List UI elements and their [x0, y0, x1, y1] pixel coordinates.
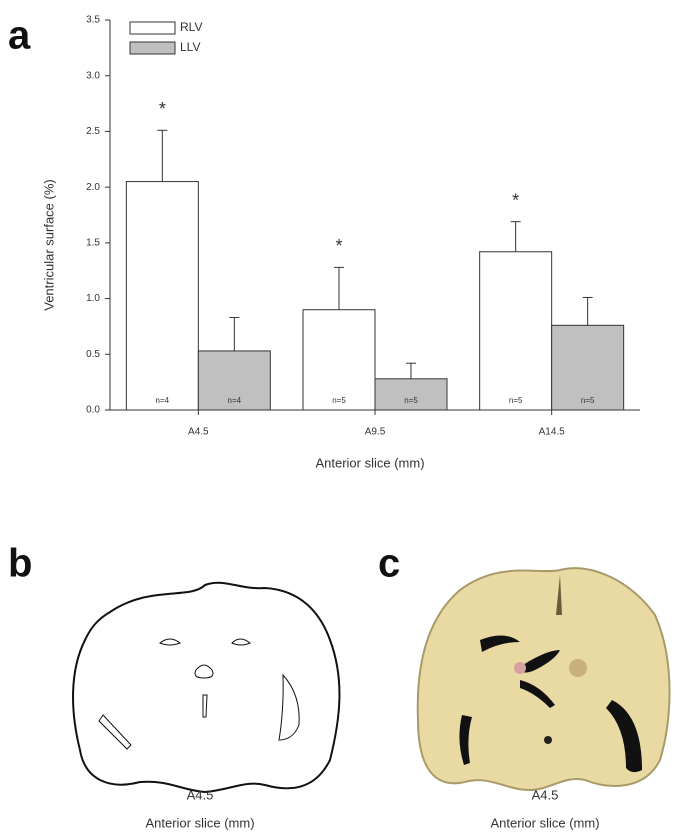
legend-label: LLV — [180, 40, 200, 54]
significance: * — [512, 190, 519, 210]
x-axis-label: Anterior slice (mm) — [315, 455, 424, 470]
legend-swatch — [130, 42, 175, 54]
caption: Anterior slice (mm) — [145, 815, 254, 830]
y-tick-label: 1.0 — [86, 293, 100, 304]
caption: Anterior slice (mm) — [490, 815, 599, 830]
panel-label: b — [8, 542, 32, 586]
slice-label: A4.5 — [532, 787, 559, 802]
y-tick-label: 1.5 — [86, 237, 100, 248]
y-axis-label: Ventricular surface (%) — [41, 179, 56, 311]
legend-label: RLV — [180, 20, 202, 34]
panel-label: c — [378, 542, 400, 586]
significance: * — [159, 99, 166, 119]
bar — [303, 310, 375, 410]
n-label: n=5 — [332, 396, 346, 405]
legend-swatch — [130, 22, 175, 34]
y-tick-label: 2.0 — [86, 182, 100, 193]
x-tick-label: A4.5 — [188, 427, 209, 438]
n-label: n=5 — [509, 396, 523, 405]
bar — [375, 379, 447, 410]
brain-outline — [73, 583, 339, 792]
bar — [126, 182, 198, 410]
y-tick-label: 0.0 — [86, 405, 100, 416]
y-tick-label: 3.5 — [86, 15, 100, 26]
n-label: n=4 — [156, 396, 170, 405]
x-tick-label: A14.5 — [539, 427, 566, 438]
brain-photo — [418, 568, 670, 790]
slice-label: A4.5 — [187, 787, 214, 802]
y-tick-label: 2.5 — [86, 126, 100, 137]
n-label: n=5 — [581, 396, 595, 405]
y-tick-label: 0.5 — [86, 349, 100, 360]
y-tick-label: 3.0 — [86, 70, 100, 81]
significance: * — [335, 236, 342, 256]
x-tick-label: A9.5 — [365, 427, 386, 438]
panel-label: a — [8, 14, 31, 58]
bar — [480, 252, 552, 410]
figure: a Ventricular surface (%) Anterior slice… — [0, 0, 681, 836]
n-label: n=5 — [404, 396, 418, 405]
n-label: n=4 — [228, 396, 242, 405]
